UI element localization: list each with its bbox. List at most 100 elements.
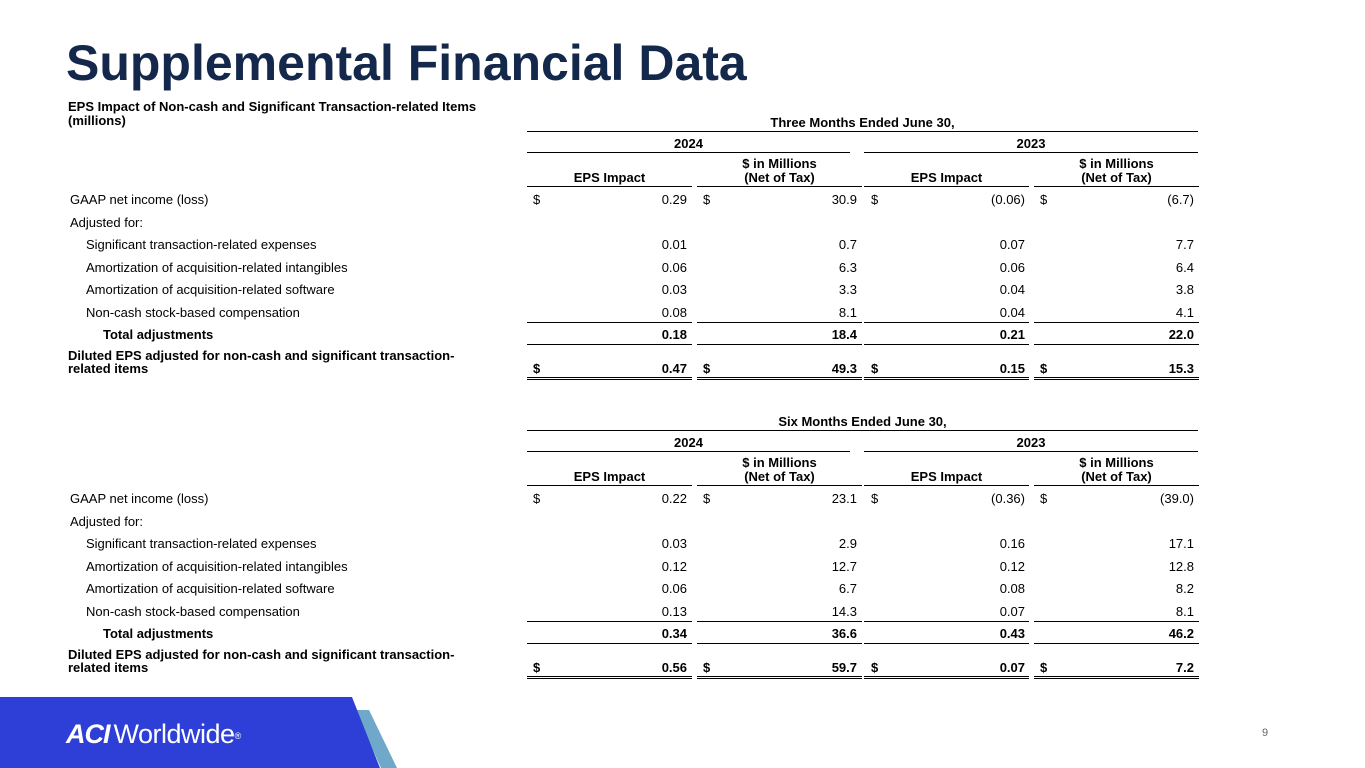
double-rule	[697, 676, 862, 679]
cell-value: 0.18	[661, 327, 687, 342]
dollar-sign: $	[1040, 361, 1048, 376]
cell-value: 36.6	[831, 626, 857, 641]
cell-value: 0.04	[999, 282, 1025, 297]
cell-value: 0.29	[661, 192, 687, 207]
cell-value: 0.07	[999, 660, 1025, 675]
period-header: Three Months Ended June 30,	[527, 115, 1198, 132]
table-row-gaap: GAAP net income (loss) $ 0.29 $ 30.9 $ (…	[0, 192, 1365, 214]
cell-value: 12.8	[1168, 559, 1194, 574]
cell-value: 0.21	[999, 327, 1025, 342]
row-label: Significant transaction-related expenses	[86, 536, 317, 551]
logo-worldwide: Worldwide	[113, 719, 236, 749]
col-header-millions-line2: (Net of Tax)	[1081, 170, 1152, 185]
table-row-diluted: $ 0.47 $ 49.3 $ 0.15 $ 15.3	[0, 361, 1365, 383]
subtitle-line-2: (millions)	[68, 113, 126, 128]
header-rule	[527, 186, 692, 187]
cell-value: 15.3	[1168, 361, 1194, 376]
dollar-sign: $	[703, 361, 711, 376]
col-header-eps: EPS Impact	[573, 469, 646, 484]
col-header-millions-line2: (Net of Tax)	[744, 170, 815, 185]
header-rule	[527, 485, 692, 486]
cell-value: 18.4	[831, 327, 857, 342]
col-header-millions-line1: $ in Millions	[1079, 455, 1154, 470]
diluted-label-line2: related items	[68, 660, 149, 675]
cell-value: 0.08	[661, 305, 687, 320]
cell-value: 22.0	[1168, 327, 1194, 342]
dollar-sign: $	[871, 660, 879, 675]
page-number: 9	[1262, 727, 1269, 739]
col-header-millions: $ in Millions (Net of Tax)	[1034, 157, 1199, 185]
diluted-label-line1: Diluted EPS adjusted for non-cash and si…	[68, 348, 455, 363]
footer-brand-band	[0, 697, 380, 768]
row-label: GAAP net income (loss)	[70, 491, 209, 506]
table-row-amort-software: Amortization of acquisition-related soft…	[0, 581, 1365, 603]
total-rule	[697, 344, 862, 345]
col-header-eps: EPS Impact	[573, 170, 646, 185]
total-rule	[527, 643, 692, 644]
cell-value: 0.03	[661, 536, 687, 551]
subtotal-rule	[1034, 621, 1199, 622]
cell-value: 7.7	[1175, 237, 1194, 252]
row-label: Total adjustments	[103, 327, 214, 342]
col-header-millions: $ in Millions (Net of Tax)	[697, 157, 862, 185]
row-label: Amortization of acquisition-related inta…	[86, 559, 348, 574]
dollar-sign: $	[871, 192, 879, 207]
subtitle-line-1: EPS Impact of Non-cash and Significant T…	[68, 99, 477, 114]
table-row-sig: Significant transaction-related expenses…	[0, 536, 1365, 558]
cell-value: 3.8	[1175, 282, 1194, 297]
cell-value: (39.0)	[1160, 491, 1194, 506]
cell-value: 6.4	[1175, 260, 1194, 275]
row-label: Significant transaction-related expenses	[86, 237, 317, 252]
table-row-total: Total adjustments 0.34 36.6 0.43 46.2	[0, 626, 1365, 648]
row-label: Amortization of acquisition-related inta…	[86, 260, 348, 275]
cell-value: (6.7)	[1167, 192, 1194, 207]
col-header-millions-line1: $ in Millions	[1079, 156, 1154, 171]
header-rule	[1034, 186, 1199, 187]
double-rule	[1034, 676, 1199, 679]
cell-value: 7.2	[1175, 660, 1194, 675]
table-row-gaap: GAAP net income (loss) $ 0.22 $ 23.1 $ (…	[0, 491, 1365, 513]
table-row-amort-software: Amortization of acquisition-related soft…	[0, 282, 1365, 304]
cell-value: 8.1	[838, 305, 857, 320]
cell-value: 17.1	[1168, 536, 1194, 551]
diluted-label: Diluted EPS adjusted for non-cash and si…	[68, 349, 454, 375]
header-rule	[697, 186, 862, 187]
col-header-millions-line2: (Net of Tax)	[1081, 469, 1152, 484]
row-label: Adjusted for:	[70, 514, 143, 529]
cell-value: (0.06)	[991, 192, 1025, 207]
cell-value: 0.12	[999, 559, 1025, 574]
cell-value: 12.7	[831, 559, 857, 574]
dollar-sign: $	[703, 491, 711, 506]
table-row-amort-intangibles: Amortization of acquisition-related inta…	[0, 260, 1365, 282]
table-row-total: Total adjustments 0.18 18.4 0.21 22.0	[0, 327, 1365, 349]
cell-value: 0.22	[661, 491, 687, 506]
period-header: Six Months Ended June 30,	[527, 414, 1198, 431]
header-rule	[864, 186, 1029, 187]
cell-value: 0.56	[661, 660, 687, 675]
header-rule	[697, 485, 862, 486]
cell-value: 0.03	[661, 282, 687, 297]
cell-value: 0.08	[999, 581, 1025, 596]
cell-value: 2.9	[838, 536, 857, 551]
cell-value: 49.3	[831, 361, 857, 376]
cell-value: (0.36)	[991, 491, 1025, 506]
dollar-sign: $	[703, 660, 711, 675]
cell-value: 0.34	[661, 626, 687, 641]
diluted-label-line2: related items	[68, 361, 149, 376]
col-header-millions-line1: $ in Millions	[742, 455, 817, 470]
cell-value: 0.01	[661, 237, 687, 252]
logo-aci: ACI	[66, 719, 110, 749]
dollar-sign: $	[533, 361, 541, 376]
cell-value: 0.07	[999, 237, 1025, 252]
cell-value: 6.7	[838, 581, 857, 596]
dollar-sign: $	[871, 491, 879, 506]
dollar-sign: $	[533, 192, 541, 207]
cell-value: 0.12	[661, 559, 687, 574]
cell-value: 0.7	[838, 237, 857, 252]
subtotal-rule	[527, 621, 692, 622]
dollar-sign: $	[533, 660, 541, 675]
cell-value: 8.1	[1175, 604, 1194, 619]
col-header-eps: EPS Impact	[910, 170, 983, 185]
table-row-diluted: $ 0.56 $ 59.7 $ 0.07 $ 7.2	[0, 660, 1365, 682]
cell-value: 0.15	[999, 361, 1025, 376]
